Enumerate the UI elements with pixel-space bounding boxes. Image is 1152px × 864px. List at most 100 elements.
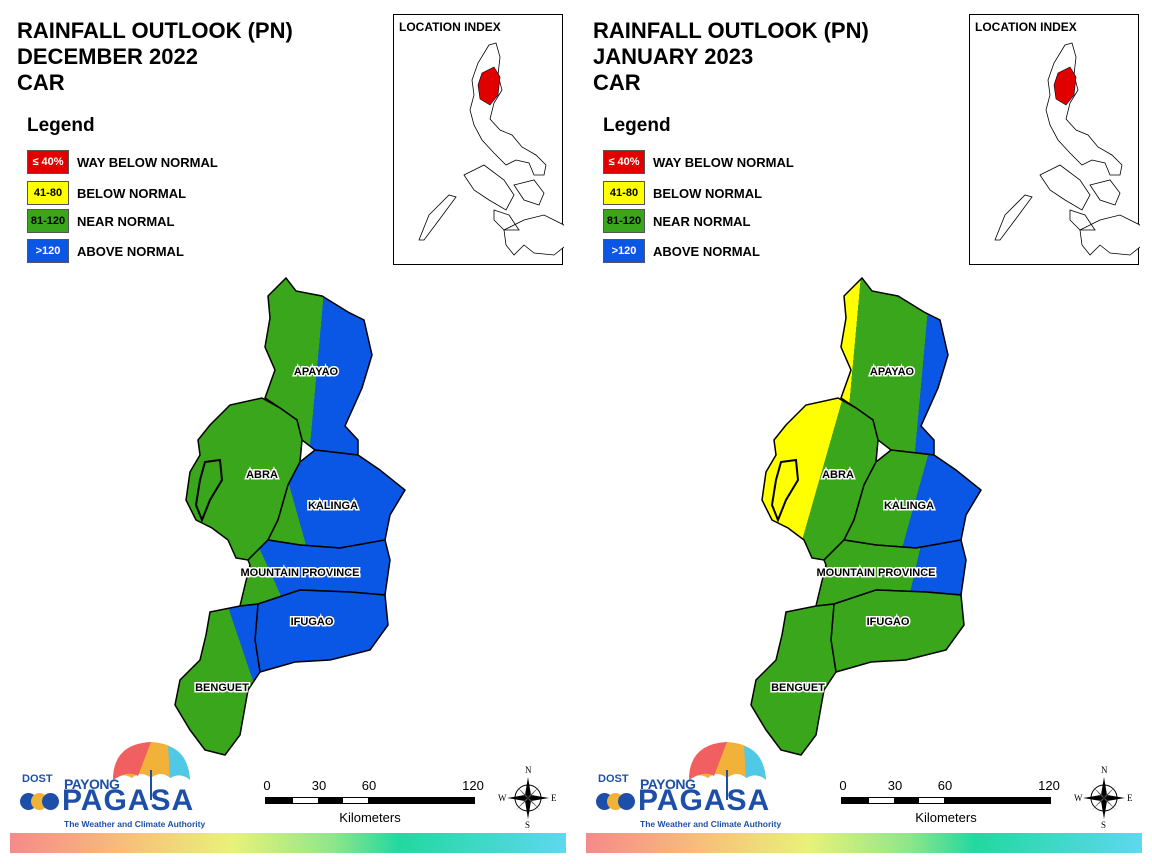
compass-w: W	[498, 793, 507, 803]
compass-n: N	[1101, 765, 1108, 775]
pagasa-logo: DOST PAYONG PAGASA The Weather and Clima…	[18, 740, 205, 830]
label-kalinga: KALINGA	[308, 500, 358, 512]
logo-dost-text: DOST	[22, 773, 53, 785]
map-title-line-2: DECEMBER 2022	[17, 44, 198, 69]
legend-swatch: >120	[603, 239, 645, 263]
map-title: RAINFALL OUTLOOK (PN) DECEMBER 2022 CAR	[17, 18, 293, 96]
logo-pagasa-text: PAGASA	[638, 784, 771, 817]
umbrella-icon	[689, 742, 766, 800]
label-mountain-province: MOUNTAIN PROVINCE	[241, 567, 360, 579]
pagasa-logo: DOST PAYONG PAGASA The Weather and Clima…	[594, 740, 781, 830]
scale-tick-30: 30	[311, 778, 327, 793]
abra-inner-boundary	[194, 458, 224, 523]
legend-label: WAY BELOW NORMAL	[653, 154, 794, 170]
legend-item-near: 81-120 NEAR NORMAL	[603, 208, 751, 234]
logo-dost-text: DOST	[598, 773, 629, 785]
label-ifugao: IFUGAO	[867, 616, 910, 628]
legend-label: BELOW NORMAL	[653, 185, 763, 201]
legend-title: Legend	[27, 115, 95, 136]
footer-gradient-band	[10, 833, 566, 853]
label-kalinga: KALINGA	[884, 500, 934, 512]
logo-circle-icon	[42, 793, 59, 810]
scale-unit-label: Kilometers	[339, 810, 401, 825]
legend-label: ABOVE NORMAL	[653, 243, 760, 259]
compass-e: E	[551, 793, 557, 803]
legend-title: Legend	[603, 115, 671, 136]
label-ifugao: IFUGAO	[291, 616, 334, 628]
legend-item-near: 81-120 NEAR NORMAL	[27, 208, 175, 234]
logo-payong-text: PAYONG	[64, 776, 120, 792]
legend-item-above: >120 ABOVE NORMAL	[27, 238, 184, 264]
map-title: RAINFALL OUTLOOK (PN) JANUARY 2023 CAR	[593, 18, 869, 96]
compass-e: E	[1127, 793, 1133, 803]
location-index-title: LOCATION INDEX	[399, 20, 501, 34]
map-panel-january: RAINFALL OUTLOOK (PN) JANUARY 2023 CAR L…	[576, 0, 1152, 864]
legend-label: ABOVE NORMAL	[77, 243, 184, 259]
label-apayao: APAYAO	[294, 366, 339, 378]
location-index-inset: LOCATION INDEX	[393, 14, 564, 265]
footer-gradient-band	[586, 833, 1142, 853]
scale-unit-label: Kilometers	[915, 810, 977, 825]
province-benguet	[750, 603, 837, 756]
legend-label: BELOW NORMAL	[77, 185, 187, 201]
scale-tick-60: 60	[937, 778, 953, 793]
legend-item-way-below: ≤ 40% WAY BELOW NORMAL	[27, 149, 218, 175]
legend-swatch: ≤ 40%	[27, 150, 69, 174]
scale-tick-120: 120	[462, 778, 484, 793]
legend-swatch: 41-80	[27, 181, 69, 205]
legend-swatch: ≤ 40%	[603, 150, 645, 174]
label-mountain-province: MOUNTAIN PROVINCE	[817, 567, 936, 579]
compass-w: W	[1074, 793, 1083, 803]
compass-rose-icon	[507, 777, 549, 819]
legend-swatch: 81-120	[603, 209, 645, 233]
legend-item-above: >120 ABOVE NORMAL	[603, 238, 760, 264]
logo-tagline: The Weather and Climate Authority	[64, 819, 206, 829]
car-province-map: APAYAO ABRA KALINGA MOUNTAIN PROVINCE IF…	[174, 277, 406, 756]
map-title-line-1: RAINFALL OUTLOOK (PN)	[593, 18, 869, 43]
car-province-map: APAYAO ABRA KALINGA MOUNTAIN PROVINCE IF…	[750, 277, 982, 756]
province-ifugao	[830, 589, 965, 673]
legend-item-below: 41-80 BELOW NORMAL	[603, 180, 762, 206]
compass-s: S	[525, 820, 531, 830]
scale-bar-graphic	[841, 797, 1051, 804]
location-index-inset: LOCATION INDEX	[969, 14, 1140, 265]
compass-rose-icon	[1083, 777, 1125, 819]
scale-bar: 0 30 60 120 Kilometers	[839, 778, 1071, 828]
scale-tick-30: 30	[887, 778, 903, 793]
label-benguet: BENGUET	[195, 682, 249, 694]
logo-circle-icon	[618, 793, 635, 810]
car-region-highlight	[1053, 66, 1077, 106]
label-benguet: BENGUET	[771, 682, 825, 694]
umbrella-icon	[113, 742, 190, 800]
map-title-line-1: RAINFALL OUTLOOK (PN)	[17, 18, 293, 43]
scale-bar: 0 30 60 120 Kilometers	[263, 778, 495, 828]
map-title-line-3: CAR	[593, 70, 641, 95]
philippines-outline	[418, 42, 564, 256]
map-title-line-2: JANUARY 2023	[593, 44, 754, 69]
logo-pagasa-text: PAGASA	[62, 784, 195, 817]
scale-tick-0: 0	[839, 778, 847, 793]
scale-bar-graphic	[265, 797, 475, 804]
label-abra: ABRA	[822, 469, 854, 481]
compass-n: N	[525, 765, 532, 775]
legend-label: NEAR NORMAL	[653, 213, 751, 229]
car-region-highlight	[477, 66, 501, 106]
label-abra: ABRA	[246, 469, 278, 481]
legend-swatch: >120	[27, 239, 69, 263]
province-ifugao	[254, 589, 389, 673]
map-panel-december: RAINFALL OUTLOOK (PN) DECEMBER 2022 CAR …	[10, 14, 566, 853]
legend-label: WAY BELOW NORMAL	[77, 154, 218, 170]
legend-item-below: 41-80 BELOW NORMAL	[27, 180, 186, 206]
province-benguet	[174, 603, 261, 756]
label-apayao: APAYAO	[870, 366, 915, 378]
map-title-line-3: CAR	[17, 70, 65, 95]
legend-item-way-below: ≤ 40% WAY BELOW NORMAL	[603, 149, 794, 175]
logo-tagline: The Weather and Climate Authority	[640, 819, 782, 829]
legend-swatch: 81-120	[27, 209, 69, 233]
scale-tick-60: 60	[361, 778, 377, 793]
scale-tick-0: 0	[263, 778, 271, 793]
compass-s: S	[1101, 820, 1107, 830]
philippines-outline	[994, 42, 1140, 256]
north-arrow-compass: N S W E	[1074, 765, 1134, 831]
legend-label: NEAR NORMAL	[77, 213, 175, 229]
